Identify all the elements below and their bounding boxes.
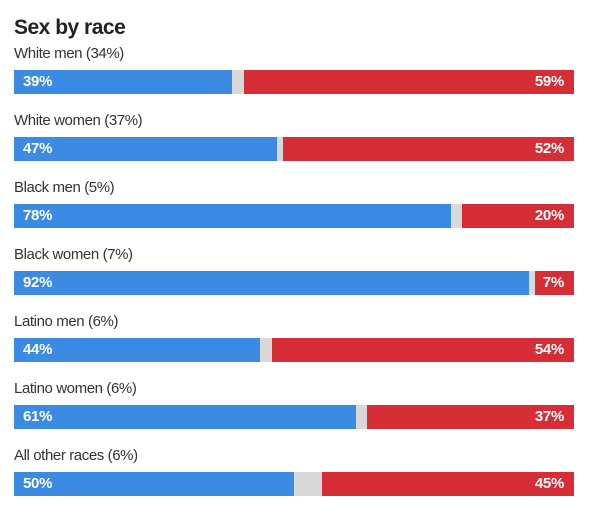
bar-segment-rep	[462, 204, 574, 228]
bar-segment-dem	[14, 338, 260, 362]
category-label: Latino men (6%)	[14, 313, 119, 330]
stacked-bar: 50% 45%	[14, 472, 574, 496]
category-label: White women (37%)	[14, 112, 143, 129]
data-label-dem: 47%	[23, 140, 53, 157]
bar-segment-rep	[272, 338, 574, 362]
bar-segment-rep	[535, 271, 574, 295]
bar-row: All other races (6%) 50% 45%	[14, 444, 574, 511]
category-label: White men (34%)	[14, 45, 124, 62]
data-label-rep: 45%	[534, 475, 564, 492]
stacked-bar: 92% 7%	[14, 271, 574, 295]
bar-segment-dem	[14, 137, 277, 161]
category-label: Latino women (6%)	[14, 380, 137, 397]
bar-rows: White men (34%) 39% 59% White women (37%) 47…	[14, 42, 574, 511]
bar-segment-rep	[244, 70, 574, 94]
stacked-bar: 39% 59%	[14, 70, 574, 94]
chart-title: Sex by race	[14, 16, 126, 39]
data-label-rep: 59%	[534, 73, 564, 90]
bar-segment-rep	[283, 137, 574, 161]
bar-row: White men (34%) 39% 59%	[14, 42, 574, 109]
bar-row: White women (37%) 47% 52%	[14, 109, 574, 176]
data-label-rep: 20%	[534, 207, 564, 224]
bar-segment-dem	[14, 271, 529, 295]
chart: Sex by race White men (34%) 39% 59% White w…	[14, 14, 574, 511]
bar-row: Black women (7%) 92% 7%	[14, 243, 574, 310]
bar-segment-rep	[322, 472, 574, 496]
data-label-dem: 39%	[23, 73, 53, 90]
stacked-bar: 47% 52%	[14, 137, 574, 161]
data-label-dem: 78%	[23, 207, 53, 224]
bar-segment-dem	[14, 204, 451, 228]
data-label-dem: 50%	[23, 475, 53, 492]
stacked-bar: 78% 20%	[14, 204, 574, 228]
bar-segment-dem	[14, 472, 294, 496]
bar-row: Latino women (6%) 61% 37%	[14, 377, 574, 444]
data-label-rep: 54%	[534, 341, 564, 358]
data-label-dem: 61%	[23, 408, 53, 425]
data-label-rep: 52%	[534, 140, 564, 157]
bar-segment-dem	[14, 405, 356, 429]
data-label-rep: 7%	[542, 274, 564, 291]
data-label-rep: 37%	[534, 408, 564, 425]
category-label: Black men (5%)	[14, 179, 115, 196]
category-label: Black women (7%)	[14, 246, 133, 263]
category-label: All other races (6%)	[14, 447, 138, 464]
stacked-bar: 44% 54%	[14, 338, 574, 362]
bar-row: Black men (5%) 78% 20%	[14, 176, 574, 243]
bar-row: Latino men (6%) 44% 54%	[14, 310, 574, 377]
bar-segment-rep	[367, 405, 574, 429]
stacked-bar: 61% 37%	[14, 405, 574, 429]
data-label-dem: 44%	[23, 341, 53, 358]
data-label-dem: 92%	[23, 274, 53, 291]
bar-segment-dem	[14, 70, 232, 94]
